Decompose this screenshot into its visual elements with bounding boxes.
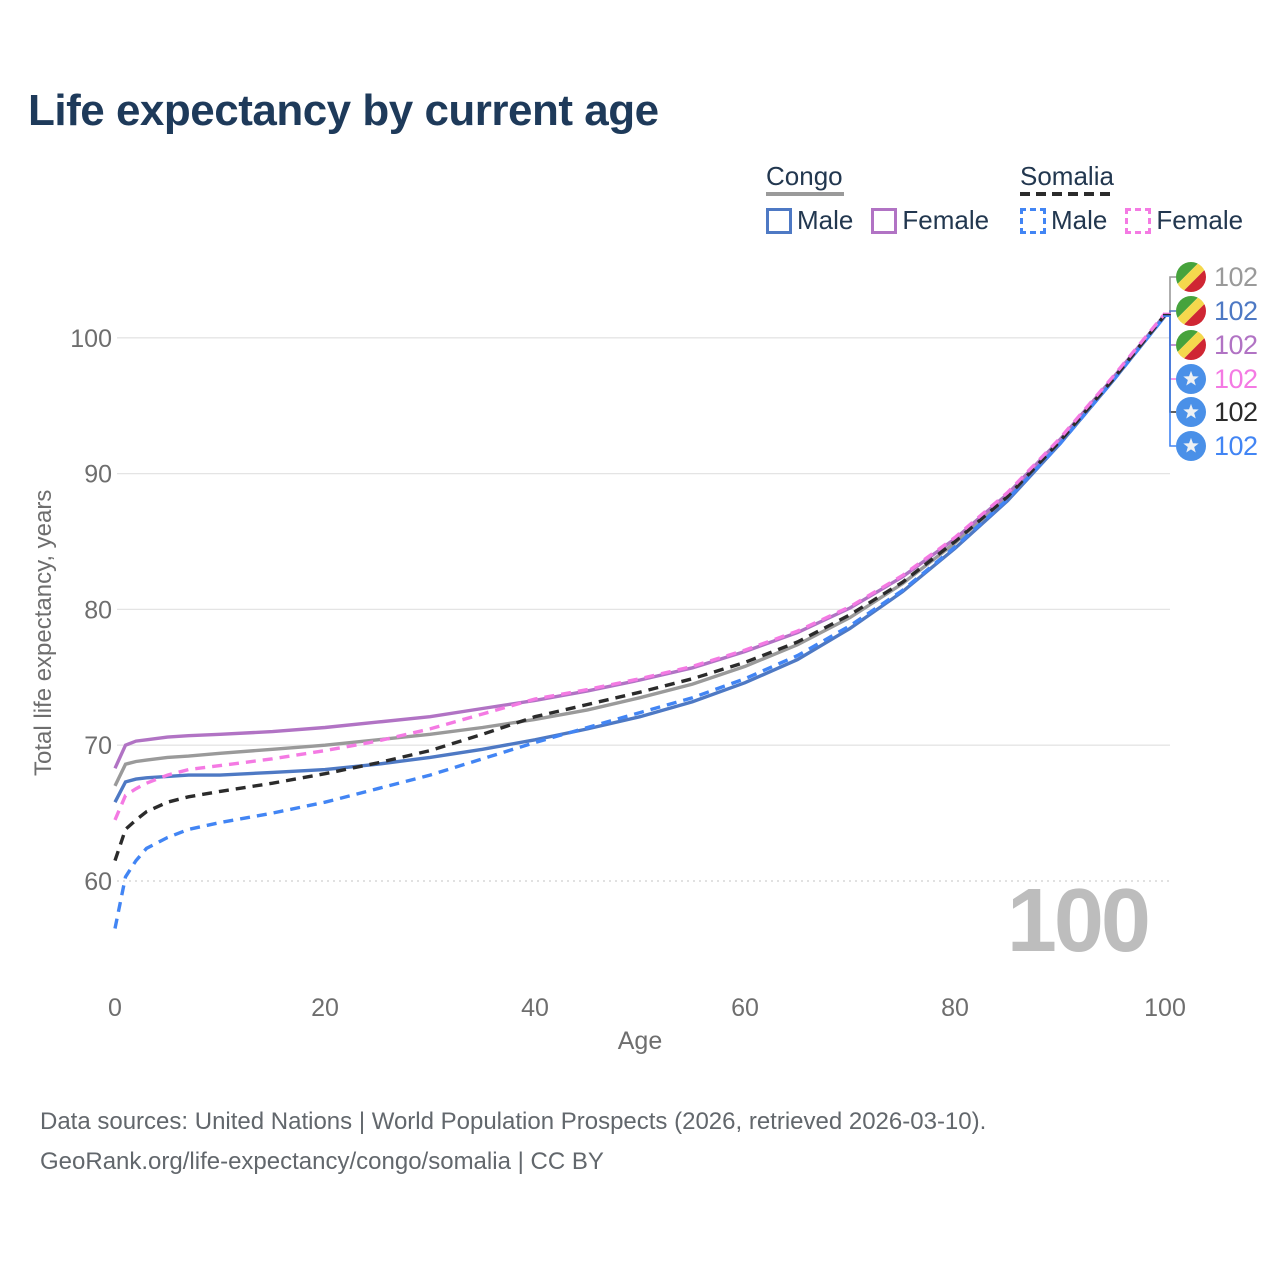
end-value: 102 <box>1214 329 1258 360</box>
somalia-female-swatch[interactable] <box>1125 207 1152 234</box>
leader-line-somalia-male <box>1163 315 1176 447</box>
series-line-congo-female[interactable] <box>113 313 1167 770</box>
end-value: 102 <box>1214 430 1258 461</box>
x-tick-40: 40 <box>521 994 549 1022</box>
attribution-text: GeoRank.org/life-expectancy/congo/somali… <box>40 1148 604 1175</box>
y-tick-90: 90 <box>84 461 112 489</box>
congo-female-swatch[interactable] <box>871 207 898 234</box>
x-tick-0: 0 <box>108 994 122 1022</box>
y-tick-70: 70 <box>84 732 112 760</box>
series-line-congo-male[interactable] <box>113 315 1167 803</box>
series-end-label-somalia-all: 102 <box>1176 396 1258 428</box>
end-value: 102 <box>1214 295 1258 326</box>
somalia-flag-icon <box>1176 364 1206 394</box>
age-watermark: 100 <box>1006 871 1151 971</box>
series-line-somalia-female[interactable] <box>113 312 1167 821</box>
somalia-male-swatch[interactable] <box>1020 207 1046 234</box>
congo-flag-icon <box>1176 330 1206 360</box>
legend-congo-female-label[interactable]: Female <box>902 205 990 235</box>
legend-group-somalia: Somalia Male Female <box>1020 162 1261 236</box>
series-line-somalia-all[interactable] <box>113 313 1167 862</box>
x-axis-title: Age <box>618 1027 662 1055</box>
page-title: Life expectancy by current age <box>28 86 659 135</box>
series-end-label-congo-all: 102 <box>1176 261 1258 293</box>
end-value: 102 <box>1214 396 1258 427</box>
y-tick-80: 80 <box>84 596 112 624</box>
data-sources-text: Data sources: United Nations | World Pop… <box>40 1108 987 1135</box>
series-end-label-congo-male: 102 <box>1176 295 1258 327</box>
somalia-flag-icon <box>1176 397 1206 427</box>
congo-flag-icon <box>1176 262 1206 292</box>
somalia-dashed-line-swatch <box>1020 192 1110 196</box>
x-tick-80: 80 <box>941 994 969 1022</box>
series-line-somalia-male[interactable] <box>113 315 1167 929</box>
legend-congo-male-label[interactable]: Male <box>797 205 854 235</box>
y-axis-title: Total life expectancy, years <box>30 489 57 777</box>
y-tick-60: 60 <box>84 868 112 896</box>
x-tick-60: 60 <box>731 994 759 1022</box>
x-tick-100: 100 <box>1144 994 1186 1022</box>
series-end-label-somalia-female: 102 <box>1176 363 1258 395</box>
congo-flag-icon <box>1176 296 1206 326</box>
congo-male-swatch[interactable] <box>766 207 792 234</box>
y-tick-100: 100 <box>70 325 112 353</box>
series-end-label-somalia-male: 102 <box>1176 430 1258 462</box>
legend-somalia-female-label[interactable]: Female <box>1156 205 1244 235</box>
somalia-flag-icon <box>1176 431 1206 461</box>
legend-somalia-male-label[interactable]: Male <box>1051 205 1108 235</box>
end-value: 102 <box>1214 261 1258 292</box>
x-tick-20: 20 <box>311 994 339 1022</box>
legend-somalia-header[interactable]: Somalia <box>1020 161 1114 191</box>
legend-congo-header[interactable]: Congo <box>766 161 843 191</box>
congo-solid-line-swatch <box>766 192 844 196</box>
legend-group-congo: Congo Male Female <box>766 162 1007 236</box>
series-end-label-congo-female: 102 <box>1176 329 1258 361</box>
end-value: 102 <box>1214 363 1258 394</box>
leader-line-congo-all <box>1163 276 1176 316</box>
